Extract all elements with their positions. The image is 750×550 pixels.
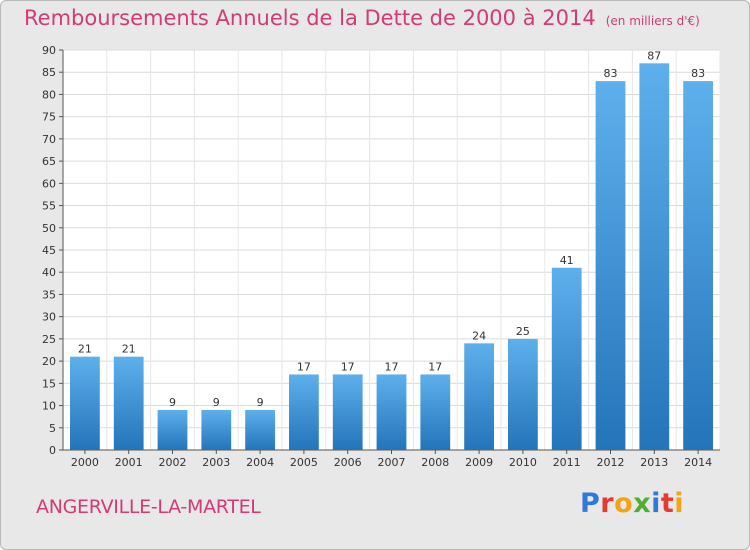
- x-tick-label: 2010: [509, 456, 537, 469]
- bar-value-label: 83: [604, 67, 618, 80]
- y-tick-label: 65: [42, 155, 56, 168]
- y-tick-label: 50: [42, 222, 56, 235]
- bar-value-label: 21: [122, 343, 136, 356]
- logo-letter: i: [674, 488, 685, 519]
- bar: [376, 374, 407, 450]
- logo-letter: x: [633, 488, 652, 519]
- proxiti-logo: Proxiti: [580, 488, 684, 519]
- logo-letter: o: [614, 488, 634, 519]
- x-tick-label: 2008: [421, 456, 449, 469]
- bar-value-label: 24: [472, 329, 486, 342]
- x-tick-label: 2002: [159, 456, 187, 469]
- bar: [639, 63, 670, 450]
- bar-value-label: 87: [647, 49, 661, 62]
- y-tick-label: 0: [49, 444, 56, 457]
- bar-value-label: 9: [169, 396, 176, 409]
- y-tick-label: 80: [42, 88, 56, 101]
- logo-letter: t: [660, 488, 675, 519]
- x-tick-label: 2012: [597, 456, 625, 469]
- bar: [113, 356, 144, 450]
- x-tick-label: 2000: [71, 456, 99, 469]
- x-tick-label: 2014: [684, 456, 712, 469]
- bar-value-label: 9: [257, 396, 264, 409]
- labels: 0 5 10 15 20 25 30 35 40 45 50 55 60 65 70 75 80 85 90 21 20…: [42, 44, 712, 469]
- x-tick-label: 2001: [115, 456, 143, 469]
- y-tick-label: 70: [42, 133, 56, 146]
- bar: [595, 81, 626, 450]
- bar: [464, 343, 494, 450]
- chart-title: Remboursements Annuels de la Dette de 20…: [24, 6, 700, 30]
- y-tick-label: 40: [42, 266, 56, 279]
- chart-unit: (en milliers d'€): [605, 14, 700, 28]
- bar-value-label: 9: [213, 396, 220, 409]
- bar: [201, 410, 232, 450]
- bar: [551, 267, 582, 450]
- bar-value-label: 17: [428, 360, 442, 373]
- x-tick-label: 2003: [202, 456, 230, 469]
- logo-letter: P: [580, 488, 601, 519]
- x-tick-label: 2004: [246, 456, 274, 469]
- bar-value-label: 83: [691, 67, 705, 80]
- bar: [420, 374, 451, 450]
- commune-name: ANGERVILLE-LA-MARTEL: [36, 496, 261, 518]
- logo-letter: i: [651, 488, 661, 519]
- bars: [70, 63, 713, 450]
- y-tick-label: 20: [42, 355, 56, 368]
- y-tick-label: 55: [42, 200, 56, 213]
- x-tick-label: 2009: [465, 456, 493, 469]
- y-tick-label: 35: [42, 288, 56, 301]
- y-tick-label: 85: [42, 66, 56, 79]
- y-tick-label: 30: [42, 311, 56, 324]
- bar-value-label: 17: [297, 360, 311, 373]
- chart-title-text: Remboursements Annuels de la Dette de 20…: [24, 6, 596, 30]
- y-tick-label: 10: [42, 400, 56, 413]
- bar: [508, 338, 538, 450]
- y-tick-label: 45: [42, 244, 56, 257]
- bar-value-label: 41: [560, 254, 574, 267]
- y-tick-label: 5: [49, 422, 56, 435]
- bar-value-label: 21: [78, 343, 92, 356]
- bar: [332, 374, 363, 450]
- bar-value-label: 17: [341, 360, 355, 373]
- y-tick-label: 25: [42, 333, 56, 346]
- bar: [157, 410, 188, 450]
- logo-letter: r: [600, 488, 615, 519]
- y-tick-label: 60: [42, 177, 56, 190]
- y-tick-label: 15: [42, 377, 56, 390]
- y-tick-label: 90: [42, 44, 56, 57]
- x-tick-label: 2005: [290, 456, 318, 469]
- x-tick-label: 2006: [334, 456, 362, 469]
- x-tick-label: 2013: [640, 456, 668, 469]
- bar-value-label: 17: [385, 360, 399, 373]
- bar-value-label: 25: [516, 325, 530, 338]
- x-tick-label: 2011: [553, 456, 581, 469]
- y-tick-label: 75: [42, 111, 56, 124]
- bar: [683, 81, 713, 450]
- bar: [289, 374, 319, 450]
- bar: [245, 410, 275, 450]
- x-tick-label: 2007: [378, 456, 406, 469]
- bar: [70, 356, 100, 450]
